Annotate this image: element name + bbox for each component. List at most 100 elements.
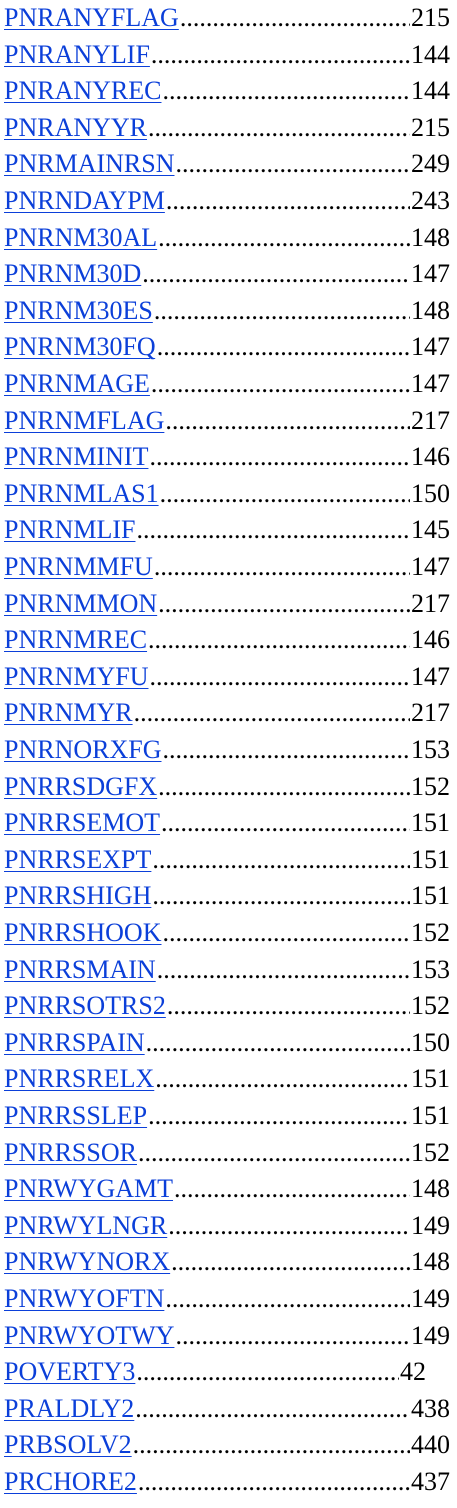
dot-leader <box>151 842 410 878</box>
index-entry-link[interactable]: PNRRSHOOK <box>4 918 162 947</box>
page-number: 217 <box>411 588 450 618</box>
dot-leader <box>164 403 410 439</box>
dot-leader <box>151 878 410 914</box>
page-number: 437 <box>411 1467 450 1496</box>
dot-leader <box>162 732 411 768</box>
index-entry-link[interactable]: PRBSOLV2 <box>4 1430 132 1460</box>
index-entry-link[interactable]: PNRNDAYPM <box>4 186 165 215</box>
index-entry-link[interactable]: PNRRSOTRS2 <box>4 991 166 1021</box>
index-entry-pnrrspain: PNRRSPAIN 150 <box>4 1025 450 1061</box>
dot-leader <box>165 183 410 219</box>
dot-leader <box>160 805 410 841</box>
dot-leader <box>145 1025 410 1061</box>
dot-leader <box>164 1281 410 1317</box>
dot-leader <box>133 695 410 731</box>
index-entry-link[interactable]: PNRRSPAIN <box>4 1027 145 1057</box>
index-entry-link[interactable]: PRALDLY2 <box>4 1393 135 1423</box>
dot-leader <box>154 1061 410 1097</box>
dot-leader <box>149 659 411 695</box>
index-entry-pnrnmmon: PNRNMMON 217 <box>4 586 450 622</box>
index-entry-link[interactable]: PNRRSDGFX <box>4 771 158 801</box>
dot-leader <box>135 512 410 548</box>
index-entry-link[interactable]: PNRNMAGE <box>4 369 150 398</box>
index-entry-link[interactable]: PNRRSSLEP <box>4 1101 148 1130</box>
index-entry-link[interactable]: PNRWYLNGR <box>4 1210 168 1240</box>
index-entry-pnrwyoftn: PNRWYOFTN 149 <box>4 1281 450 1317</box>
index-entry-pnrnm30es: PNRNM30ES 148 <box>4 293 450 329</box>
dot-leader <box>156 329 410 365</box>
index-entry-pnrwynorx: PNRWYNORX 148 <box>4 1244 450 1280</box>
page-number: 151 <box>411 1101 450 1130</box>
index-entry-pnranylif: PNRANYLIF 144 <box>4 37 450 73</box>
dot-leader <box>159 476 410 512</box>
index-entry-link[interactable]: PNRRSRELX <box>4 1064 155 1094</box>
index-entry-link[interactable]: PNRNORXFG <box>4 735 162 764</box>
index-entry-pnrrshigh: PNRRSHIGH 151 <box>4 878 450 914</box>
index-entry-pnrnmmfu: PNRNMMFU 147 <box>4 549 450 585</box>
index-entry-pnrnmlif: PNRNMLIF 145 <box>4 512 450 548</box>
index-entry-link[interactable]: PNRNMMFU <box>4 552 153 581</box>
index-entry-pnrwyotwy: PNRWYOTWY 149 <box>4 1318 450 1354</box>
index-entry-link[interactable]: PNRMAINRSN <box>4 149 175 179</box>
index-entry-link[interactable]: PNRRSHIGH <box>4 881 152 911</box>
page-number: 148 <box>411 295 450 325</box>
index-entry-pnrmainrsn: PNRMAINRSN 249 <box>4 146 450 182</box>
index-entry-link[interactable]: PNRWYOTWY <box>4 1320 175 1350</box>
index-entry-link[interactable]: PNRNM30D <box>4 259 142 289</box>
index-entry-link[interactable]: PNRNMYR <box>4 698 133 728</box>
page-number: 152 <box>411 1137 450 1167</box>
page-number: 217 <box>411 405 450 435</box>
page-number: 144 <box>411 39 450 69</box>
index-entry-pnrrsdgfx: PNRRSDGFX 152 <box>4 769 450 805</box>
page-number: 146 <box>411 442 450 472</box>
index-entry-link[interactable]: PNRNMYFU <box>4 661 149 691</box>
index-entry-pnrnorxfg: PNRNORXFG 153 <box>4 732 450 768</box>
page-number: 149 <box>411 1284 450 1313</box>
index-entry-link[interactable]: PNRRSEXPT <box>4 844 152 874</box>
dot-leader <box>170 1244 410 1280</box>
index-entry-link[interactable]: PNRANYYR <box>4 112 148 142</box>
page-number: 215 <box>411 112 450 142</box>
dot-leader <box>179 0 410 36</box>
index-entry-link[interactable]: PNRANYLIF <box>4 39 150 69</box>
page-number: 148 <box>411 222 450 252</box>
page-number: 147 <box>411 332 450 362</box>
index-entry-prchore2: PRCHORE2 437 <box>4 1464 450 1500</box>
index-entry-link[interactable]: PNRRSMAIN <box>4 954 156 984</box>
index-entry-pnrrsemot: PNRRSEMOT 151 <box>4 805 450 841</box>
index-entry-link[interactable]: PNRNMMON <box>4 588 158 618</box>
dot-leader <box>174 1318 410 1354</box>
page-number: 151 <box>411 1064 450 1094</box>
index-entry-link[interactable]: PNRANYREC <box>4 76 162 106</box>
page-number: 153 <box>411 954 450 984</box>
index-entry-link[interactable]: PNRNM30FQ <box>4 332 156 362</box>
index-entry-link[interactable]: PNRNM30ES <box>4 295 153 325</box>
index-entry-link[interactable]: PNRWYOFTN <box>4 1284 165 1313</box>
index-entry-link[interactable]: PNRNM30AL <box>4 222 158 252</box>
index-entry-link[interactable]: PNRNMLAS1 <box>4 478 159 508</box>
page-number: 148 <box>411 1174 450 1204</box>
index-entry-link[interactable]: PNRNMFLAG <box>4 405 165 435</box>
index-entry-link[interactable]: PRCHORE2 <box>4 1467 137 1496</box>
dot-leader <box>157 586 410 622</box>
dot-leader <box>166 988 410 1024</box>
page-number: 146 <box>411 625 450 655</box>
index-entry-link[interactable]: PNRNMINIT <box>4 442 149 472</box>
index-entry-link[interactable]: PNRNMREC <box>4 625 148 655</box>
index-entry-link[interactable]: PNRRSEMOT <box>4 808 161 838</box>
page-number: 144 <box>411 76 450 106</box>
index-entry-link[interactable]: PNRNMLIF <box>4 515 136 545</box>
index-entry-pnrrsexpt: PNRRSEXPT 151 <box>4 842 450 878</box>
page-number: 151 <box>411 844 450 874</box>
index-entry-link[interactable]: PNRWYNORX <box>4 1247 171 1277</box>
index-entry-link[interactable]: POVERTY3 <box>4 1357 136 1387</box>
page-number: 147 <box>411 661 450 691</box>
index-entry-link[interactable]: PNRANYFLAG <box>4 3 179 32</box>
index-entry-link[interactable]: PNRRSSOR <box>4 1137 137 1167</box>
index-entry-link[interactable]: PNRWYGAMT <box>4 1174 174 1204</box>
page-number: 249 <box>411 149 450 179</box>
dot-leader <box>157 220 410 256</box>
page-number: 152 <box>411 771 450 801</box>
page-number: 150 <box>411 478 450 508</box>
